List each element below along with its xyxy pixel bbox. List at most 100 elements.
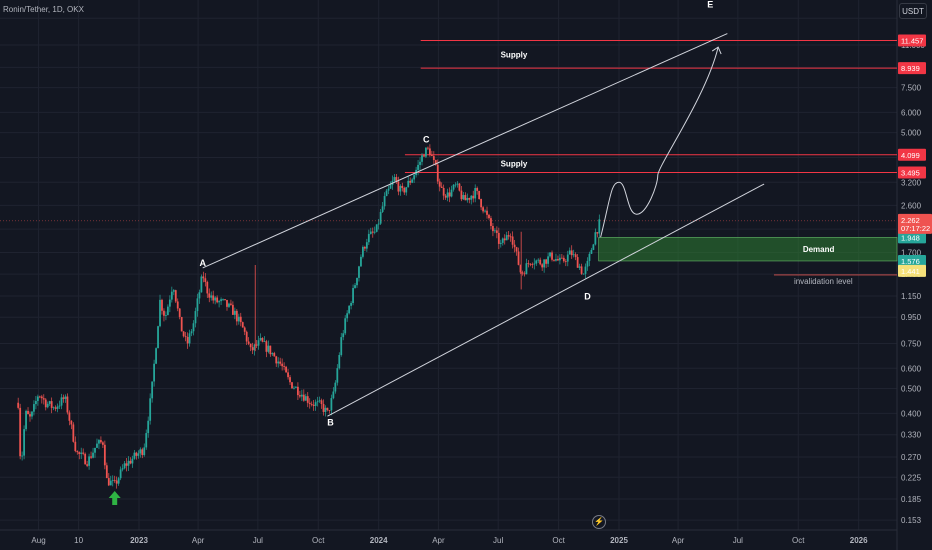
candle-body: [96, 443, 98, 448]
lightning-icon[interactable]: ⚡: [592, 515, 606, 529]
candle-body: [31, 411, 33, 417]
supply-upper-label: Supply: [501, 50, 528, 59]
candle-body: [218, 301, 221, 303]
candle-body: [84, 453, 87, 465]
candle-body: [557, 259, 559, 261]
candle-body: [480, 199, 483, 208]
candle-body: [33, 404, 35, 412]
candle-body: [434, 160, 437, 165]
candle-body: [350, 303, 352, 306]
candle-body: [570, 250, 573, 256]
candle-body: [342, 333, 345, 338]
wave-label-d: D: [584, 292, 591, 302]
candle-body: [208, 293, 211, 298]
candle-body: [42, 398, 45, 400]
candle-body: [464, 195, 467, 201]
candle-body: [157, 326, 159, 349]
candle-body: [446, 192, 449, 198]
price-tag-label: 8.939: [901, 64, 920, 73]
candle-body: [176, 301, 179, 309]
candle-body: [293, 387, 295, 389]
candle-body: [493, 230, 496, 232]
price-tick-label: 6.000: [901, 108, 922, 117]
candle-body: [101, 442, 104, 445]
candle-body: [198, 292, 201, 299]
candle-body: [490, 218, 492, 226]
candle-body: [318, 400, 321, 402]
candle-body: [184, 336, 187, 338]
price-tag: [898, 148, 926, 161]
candle-body: [478, 190, 481, 200]
current-price-value: 2.262: [901, 216, 920, 225]
candle-body: [17, 402, 20, 408]
candle-body: [363, 246, 366, 249]
price-tag: [898, 231, 926, 244]
candle-body: [58, 405, 61, 407]
candle-body: [82, 452, 85, 454]
candle-body: [27, 410, 29, 415]
candle-body: [503, 238, 506, 241]
currency-button[interactable]: USDT: [899, 3, 927, 19]
time-tick-label: Jul: [733, 536, 743, 545]
candle-body: [287, 372, 289, 378]
candle-body: [576, 257, 579, 268]
candle-body: [212, 295, 215, 301]
candle-body: [202, 276, 205, 279]
candle-body: [92, 452, 94, 458]
candle-body: [356, 277, 358, 286]
price-tick-label: 0.225: [901, 473, 922, 482]
time-tick-label: Apr: [672, 536, 685, 545]
candle-body: [322, 404, 325, 412]
candle-body: [178, 308, 181, 317]
candle-body: [428, 148, 431, 156]
candle-body: [332, 391, 335, 399]
candle-body: [251, 347, 254, 351]
candle-body: [598, 219, 601, 234]
candle-body: [168, 299, 171, 307]
candle-body: [50, 401, 53, 408]
candle-body: [285, 366, 287, 373]
candle-body: [271, 353, 274, 355]
candle-body: [113, 479, 116, 481]
candle-body: [517, 251, 520, 265]
candle-body: [316, 401, 319, 403]
candle-body: [302, 394, 305, 401]
candle-body: [551, 252, 553, 260]
supply-lower-label: Supply: [501, 160, 528, 169]
candle-body: [40, 396, 43, 399]
candle-body: [578, 266, 581, 268]
candle-body: [300, 394, 303, 397]
candle-body: [100, 440, 102, 443]
candle-body: [425, 147, 427, 157]
price-tick-label: 0.400: [901, 409, 922, 418]
wave-label-e: E: [707, 0, 713, 10]
candle-body: [216, 297, 219, 303]
candle-body: [468, 197, 471, 200]
candle-body: [247, 341, 250, 344]
candle-body: [206, 281, 209, 294]
price-tag: [898, 34, 926, 47]
candle-body: [401, 185, 404, 188]
candle-body: [149, 398, 152, 421]
candle-body: [139, 449, 142, 454]
candle-body: [381, 206, 384, 212]
candle-body: [358, 266, 360, 278]
candle-body: [263, 341, 266, 343]
candle-body: [235, 310, 238, 322]
candle-body: [153, 363, 156, 382]
candle-body: [362, 246, 364, 257]
candle-body: [360, 256, 362, 267]
candle-body: [462, 195, 465, 200]
candle-body: [527, 263, 530, 265]
candle-body: [543, 259, 546, 268]
candle-body: [409, 180, 412, 183]
candle-body: [417, 164, 419, 170]
candle-body: [243, 327, 246, 332]
candle-body: [488, 214, 490, 219]
candle-body: [78, 452, 81, 454]
candle-body: [141, 449, 144, 456]
demand-label: Demand: [803, 245, 835, 254]
candle-body: [98, 440, 100, 444]
candle-body: [432, 156, 435, 161]
